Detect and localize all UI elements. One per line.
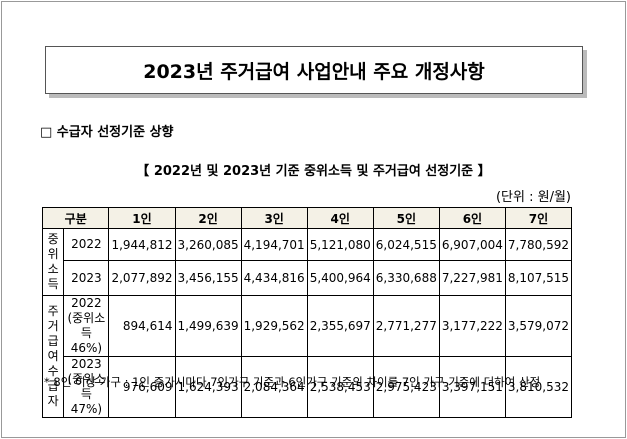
- value-cell: 2,771,277: [372, 295, 440, 357]
- group-label-line: 주거: [47, 304, 59, 333]
- value-cell: 1,929,562: [240, 295, 308, 357]
- group-label-line: 수급자: [47, 364, 59, 408]
- value-cell: 8,107,515: [504, 260, 573, 296]
- value-cell: 3,579,072: [504, 295, 573, 357]
- header-cell: 4인: [306, 207, 374, 229]
- year: 2023: [71, 357, 102, 371]
- value-cell: 1,944,812: [108, 228, 176, 261]
- header-cell: 2인: [174, 207, 242, 229]
- value-cell: 5,400,964: [306, 260, 374, 296]
- value-cell: 1,624,393: [174, 356, 242, 418]
- year: 2022: [71, 296, 102, 310]
- row-note: (중위소득 46%): [67, 311, 106, 355]
- value-cell: 3,456,155: [174, 260, 242, 296]
- group-label-line: 급여: [47, 334, 59, 363]
- row-label: 2023 (중위소득 47%): [63, 356, 110, 418]
- unit-note: (단위 : 원/월): [495, 190, 571, 205]
- table-row: 주거 급여 수급자 2022 (중위소득 46%) 894,614 1,499,639 1,9…: [41, 295, 573, 418]
- value-cell: 4,194,701: [240, 228, 308, 261]
- header-cell: 5인: [372, 207, 440, 229]
- value-cell: 7,780,592: [504, 228, 573, 261]
- header-cell: 1인: [108, 207, 176, 229]
- value-cell: 894,614: [108, 295, 176, 357]
- title-box: 2023년 주거급여 사업안내 주요 개정사항: [45, 46, 583, 94]
- value-cell: 3,177,222: [438, 295, 506, 357]
- value-cell: 2,077,892: [108, 260, 176, 296]
- value-cell: 2,084,364: [240, 356, 308, 418]
- header-cell: 7인: [504, 207, 573, 229]
- value-cell: 3,397,151: [438, 356, 506, 418]
- value-cell: 6,024,515: [372, 228, 440, 261]
- group-label-line: 중위: [47, 232, 59, 261]
- row-label: 2022: [63, 228, 110, 261]
- value-cell: 2,975,423: [372, 356, 440, 418]
- value-cell: 976,609: [108, 356, 176, 418]
- value-cell: 3,810,532: [504, 356, 573, 418]
- header-row: 구분 1인 2인 3인 4인 5인 6인 7인: [41, 207, 573, 229]
- header-cell: 3인: [240, 207, 308, 229]
- title: 2023년 주거급여 사업안내 주요 개정사항: [143, 60, 485, 83]
- year: 2022: [71, 237, 102, 251]
- table-row: 2023 (중위소득 47%) 976,609 1,624,393 2,084,364 2…: [43, 356, 573, 418]
- table: 구분 1인 2인 3인 4인 5인 6인 7인 중위 소득 2022 1,944,812 3,260,0…: [41, 207, 573, 418]
- footnote: * 8인 이상 가구 : 1인 증가시마다 7인가구 기준과 6인가구 기준의 …: [44, 375, 541, 389]
- row-note: (중위소득 47%): [67, 372, 106, 416]
- value-cell: 4,434,816: [240, 260, 308, 296]
- table-caption: 【 2022년 및 2023년 기준 중위소득 및 주거급여 선정기준 】: [136, 164, 491, 179]
- table-row: 중위 소득 2022 1,944,812 3,260,085 4,194,701 5,121…: [41, 228, 573, 296]
- row-label: 2023: [63, 260, 110, 296]
- section-heading: □ 수급자 선정기준 상향: [40, 125, 174, 140]
- year: 2023: [71, 270, 102, 285]
- value-cell: 6,330,688: [372, 260, 440, 296]
- group-label: 주거 급여 수급자: [41, 295, 65, 418]
- header-cell: 구분: [41, 207, 110, 229]
- row-label: 2022 (중위소득 46%): [63, 295, 110, 357]
- header-cell: 6인: [438, 207, 506, 229]
- value-cell: 6,907,004: [438, 228, 506, 261]
- value-cell: 1,499,639: [174, 295, 242, 357]
- value-cell: 5,121,080: [306, 228, 374, 261]
- value-cell: 7,227,981: [438, 260, 506, 296]
- value-cell: 3,260,085: [174, 228, 242, 261]
- table-row: 2023 2,077,892 3,456,155 4,434,816 5,400,964…: [43, 260, 573, 296]
- value-cell: 2,538,453: [306, 356, 374, 418]
- value-cell: 2,355,697: [306, 295, 374, 357]
- group-label: 중위 소득: [41, 228, 65, 296]
- group-label-line: 소득: [47, 262, 59, 291]
